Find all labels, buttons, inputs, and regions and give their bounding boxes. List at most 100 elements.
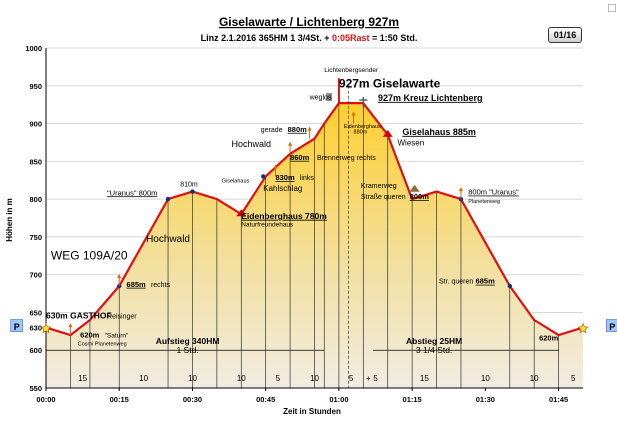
annotation-label: Brennerweg rechts bbox=[317, 155, 376, 162]
start-end-star bbox=[40, 322, 52, 334]
annotation-label: 927m Kreuz Lichtenberg bbox=[378, 93, 483, 103]
annotation-label: 685m bbox=[476, 277, 496, 286]
segment-minutes-label: 10 bbox=[237, 374, 246, 383]
hut-marker bbox=[236, 209, 247, 217]
window-corner-box bbox=[608, 4, 616, 12]
annotation-label: Eidenberghaus 780m bbox=[241, 211, 327, 221]
route-point bbox=[507, 283, 512, 289]
y-axis-title: Höhen in m bbox=[5, 198, 14, 242]
page-number-button[interactable]: 01/16 bbox=[548, 27, 582, 43]
annotation-label: weglos bbox=[309, 94, 332, 101]
axes: 550 600 650 700 750 800 850 900 950 1000 630 00:00 0… bbox=[25, 44, 583, 404]
route-point bbox=[190, 189, 195, 194]
y-tick-label-630: 630 bbox=[29, 324, 42, 333]
x-tick-label: 01:15 bbox=[403, 395, 422, 404]
direction-arrow bbox=[273, 164, 278, 177]
y-tick-label: 800 bbox=[29, 195, 42, 204]
subtitle-main: Linz 2.1.2016 365HM 1 3/4St. + bbox=[201, 33, 330, 43]
profile-line bbox=[45, 102, 584, 337]
y-tick-label: 650 bbox=[29, 308, 42, 317]
x-tick-label: 01:30 bbox=[476, 395, 495, 404]
segment-minutes-label: 10 bbox=[310, 374, 319, 383]
annotation-label: Eidenberghaus bbox=[344, 124, 381, 130]
segment-minutes-label: 5 bbox=[349, 374, 354, 383]
annotation-label: 810m bbox=[180, 181, 198, 188]
tower-marker bbox=[326, 93, 333, 102]
segment-minutes-label: 5 bbox=[276, 374, 281, 383]
annotation-label: Giselahaus bbox=[222, 178, 250, 184]
annotation-label: 927m Giselawarte bbox=[339, 76, 441, 90]
annotation-label: Wiesen bbox=[397, 138, 424, 147]
parking-box bbox=[10, 319, 24, 332]
annotation-label: 3 1/4 Std. bbox=[416, 345, 452, 355]
x-axis-title: Zeit in Stunden bbox=[283, 407, 341, 416]
annotation-label: Abstieg 25HM bbox=[406, 336, 462, 346]
annotation-label: 1 Std. bbox=[176, 345, 198, 355]
route-point bbox=[261, 174, 266, 179]
annotation-label: WEG 109A/20 bbox=[51, 249, 128, 263]
annotation-label: rechts bbox=[151, 282, 171, 289]
annotation-label: Straße queren bbox=[361, 194, 406, 201]
segment-minutes-label: 10 bbox=[481, 374, 490, 383]
direction-arrow bbox=[288, 141, 293, 154]
annotation-label: 685m bbox=[127, 280, 147, 289]
annotation-label: Lichtenbergsender bbox=[324, 67, 379, 74]
segment-minutes-label: + bbox=[366, 374, 371, 383]
x-tick-label: 00:45 bbox=[256, 395, 275, 404]
y-tick-label: 850 bbox=[29, 157, 42, 166]
segment-minutes-label: 10 bbox=[139, 374, 148, 383]
annotation-label: Reisinger bbox=[107, 313, 137, 320]
parking-box bbox=[605, 319, 617, 332]
annotation-label: Aufstieg 340HM bbox=[156, 336, 220, 346]
direction-arrow bbox=[307, 126, 312, 139]
annotation-label: Naturfreundehaus bbox=[241, 221, 294, 228]
y-tick-label: 750 bbox=[29, 233, 42, 242]
annotation-label: Str. queren bbox=[439, 279, 473, 286]
annotation-label: 830m bbox=[275, 173, 295, 182]
annotation-label: 620m bbox=[539, 333, 559, 342]
direction-arrow bbox=[117, 274, 122, 286]
direction-arrow bbox=[351, 111, 356, 124]
annotation-label: Planetenweg bbox=[468, 199, 500, 205]
segment-dividers bbox=[46, 78, 559, 388]
annotation-label: Giselahaus 885m bbox=[402, 127, 476, 137]
y-tick-label: 600 bbox=[29, 346, 42, 355]
annotation-label: gerade bbox=[261, 127, 283, 134]
direction-arrow bbox=[458, 187, 463, 200]
annotation-label: links bbox=[300, 175, 315, 182]
subtitle-total: = 1:50 Std. bbox=[372, 33, 417, 43]
annotation-label: P bbox=[14, 322, 20, 332]
annotation-label: 860m bbox=[290, 153, 310, 162]
y-tick-label: 700 bbox=[29, 271, 42, 280]
barn-marker bbox=[409, 184, 420, 192]
direction-arrow bbox=[68, 323, 73, 336]
annotation-labels: 15 10 10 10 5 10 5 +5 15 10 10 5Lichtenbergsender92… bbox=[14, 67, 616, 383]
x-tick-label: 00:15 bbox=[110, 395, 129, 404]
y-tick-label: 1000 bbox=[25, 44, 42, 53]
y-tick-label: 900 bbox=[29, 120, 42, 129]
annotation-label: Cosmi Planetenweg bbox=[78, 342, 127, 348]
cross-marker bbox=[359, 97, 368, 108]
annotation-label: "Saturn" bbox=[105, 332, 129, 339]
segment-minutes-label: 10 bbox=[530, 374, 539, 383]
y-tick-label: 950 bbox=[29, 82, 42, 91]
x-tick-label: 01:00 bbox=[329, 395, 348, 404]
segment-minutes-label: 10 bbox=[188, 374, 197, 383]
annotation-label: Kramerweg bbox=[361, 183, 397, 190]
segment-minutes-label: 15 bbox=[78, 374, 87, 383]
x-tick-label: 00:30 bbox=[183, 395, 202, 404]
annotation-label: 630m GASTHOF bbox=[46, 310, 112, 320]
annotation-label: 880m bbox=[288, 125, 308, 134]
annotation-label: 620m bbox=[80, 330, 100, 339]
annotation-label: 800m "Uranus" bbox=[468, 188, 519, 197]
y-tick-label: 550 bbox=[29, 384, 42, 393]
annotation-label: 800m bbox=[410, 192, 430, 201]
annotation-label: Kahlschlag bbox=[263, 184, 302, 193]
annotation-label: Hochwald bbox=[146, 234, 190, 245]
segment-minutes-label: 5 bbox=[571, 374, 576, 383]
hut-marker bbox=[382, 129, 393, 137]
markers bbox=[10, 93, 617, 336]
annotation-label: "Uranus" 800m bbox=[107, 188, 157, 197]
segment-minutes-label: 5 bbox=[373, 374, 378, 383]
